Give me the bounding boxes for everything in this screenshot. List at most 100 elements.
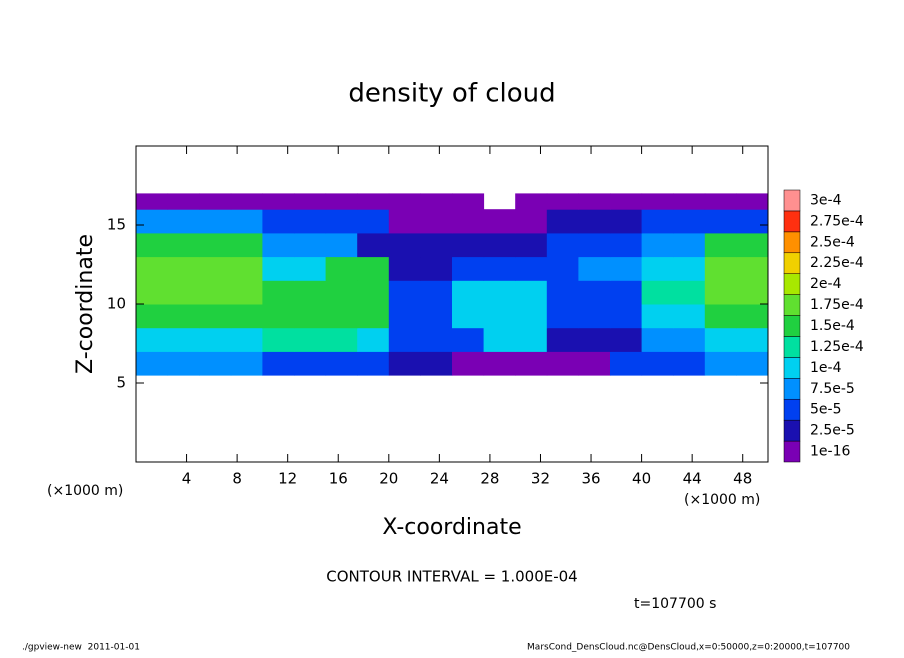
cell [736,327,769,352]
cell [136,209,169,234]
cell [736,209,769,234]
cell [641,280,674,305]
cell [515,304,548,329]
cell [736,351,769,376]
colorbar-box [783,231,801,254]
cell [578,327,611,352]
cell [641,327,674,352]
cell [452,256,485,281]
colorbar-label: 2.25e-4 [810,255,864,271]
cell [546,209,579,234]
cell [641,209,674,234]
cell [199,280,232,305]
cell [294,193,327,210]
footer-left: ./gpview-new 2011-01-01 [22,643,140,653]
cell [546,351,579,376]
cell [578,351,611,376]
cell [578,193,611,210]
footer-right: MarsCond_DensCloud.nc@DensCloud,x=0:5000… [527,643,850,653]
cell [704,351,737,376]
cell [736,232,769,258]
colorbar-label: 2.5e-4 [810,234,855,250]
cell [483,327,516,352]
cell [262,304,295,329]
cell [610,209,643,234]
cell [704,304,737,329]
y-tick-label: 10 [107,295,126,313]
x-tick-label: 24 [430,470,449,488]
colorbar-box [783,440,801,463]
colorbar-box [783,419,801,442]
cell [325,280,358,305]
cell [357,209,390,234]
contour-note: CONTOUR INTERVAL = 1.000E-04 [326,568,577,586]
cell [641,232,674,258]
cell [704,209,737,234]
cell [230,327,263,352]
colorbar-label: 5e-5 [810,402,841,418]
colorbar-label: 1.75e-4 [810,297,864,313]
cell [515,232,548,258]
cell [483,280,516,305]
colorbar-label: 7.5e-5 [810,381,855,397]
cell [515,327,548,352]
cell [199,351,232,376]
cell [610,351,643,376]
cell [420,351,453,376]
cell [167,304,200,329]
colorbar-label: 1e-4 [810,360,842,376]
cell [610,280,643,305]
cell [136,232,169,258]
colorbar-box [783,252,801,274]
colorbar-box [783,336,801,358]
x-tick-label: 16 [329,470,348,488]
cell [136,193,169,210]
colorbar-label: 1e-16 [810,444,850,460]
x-tick-label: 12 [278,470,297,488]
x-tick-label: 40 [632,470,651,488]
cell [388,232,421,258]
cell [357,304,390,329]
colorbar-box [783,357,801,379]
cell [420,209,453,234]
cell [262,351,295,376]
colorbar-label: 1.25e-4 [810,339,864,355]
cell [515,351,548,376]
cell [325,232,358,258]
cell [199,327,232,352]
cell [388,351,421,376]
cell [420,280,453,305]
cell [199,193,232,210]
x-unit: (×1000 m) [684,492,760,508]
cell [483,351,516,376]
cell [546,280,579,305]
cell [673,256,706,281]
cell [325,304,358,329]
colorbar-label: 2.75e-4 [810,213,864,229]
cell [578,232,611,258]
cell [262,232,295,258]
cell [167,209,200,234]
cell [357,193,390,210]
cell [388,280,421,305]
cell [167,232,200,258]
chart-title: density of cloud [348,79,555,109]
cell [546,256,579,281]
cell [641,256,674,281]
y-tick-label: 15 [107,216,126,234]
cell [294,304,327,329]
x-tick-label: 8 [232,470,242,488]
cell [294,209,327,234]
x-tick-label: 48 [733,470,752,488]
cell [546,327,579,352]
cell [483,304,516,329]
cell [294,280,327,305]
cell [452,280,485,305]
cell [673,193,706,210]
cell [578,280,611,305]
x-tick-label: 32 [531,470,550,488]
cell [420,304,453,329]
colorbar-box [783,315,801,337]
cell [325,209,358,234]
